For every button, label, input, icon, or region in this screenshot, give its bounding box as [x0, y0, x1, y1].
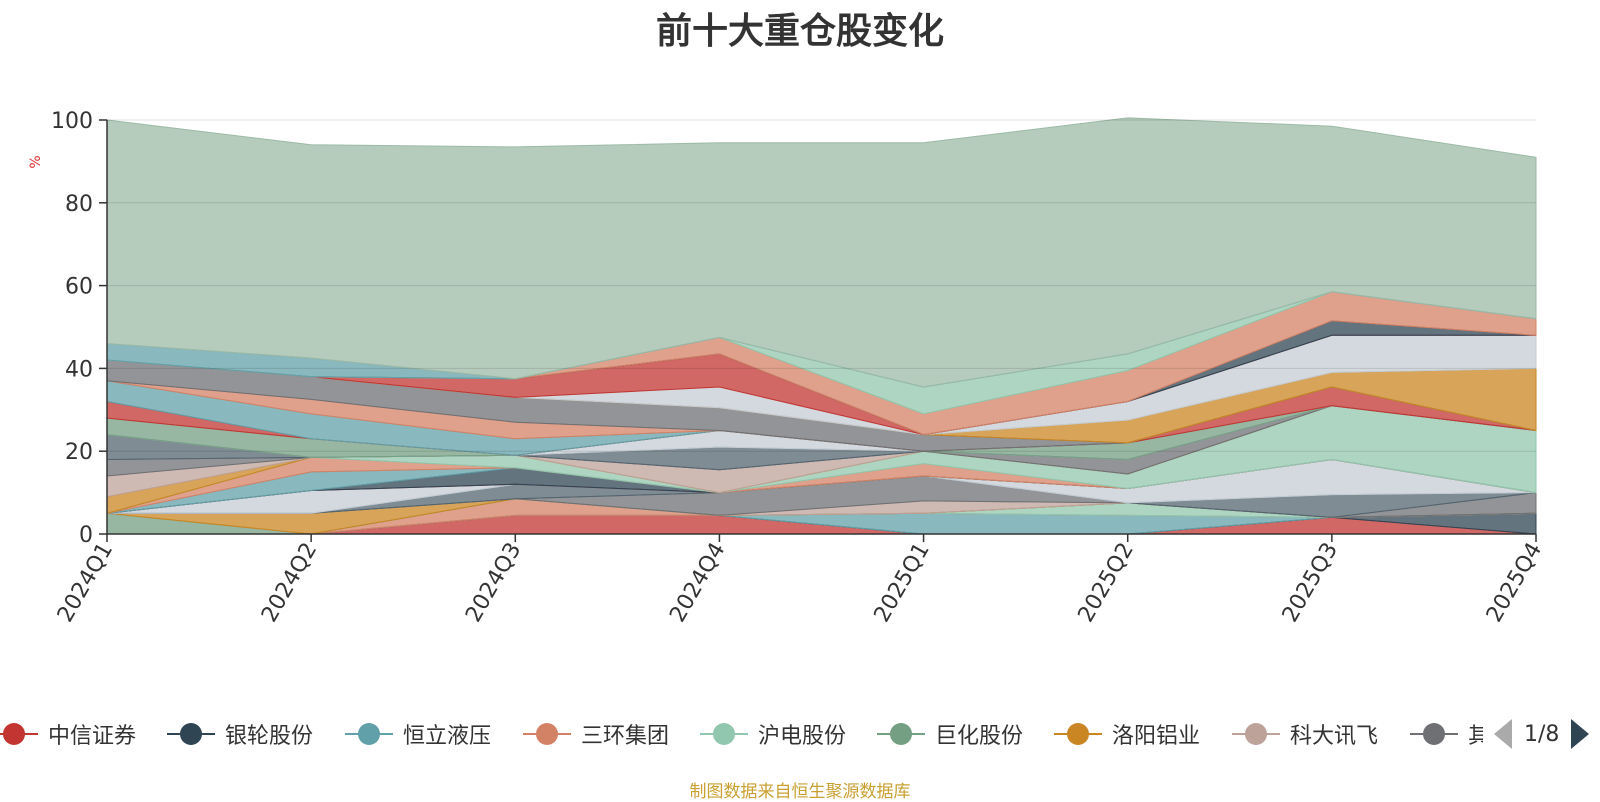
legend-item[interactable]: 巨化股份: [877, 716, 1023, 752]
legend-marker-icon: [345, 722, 393, 746]
legend-label: 三环集团: [581, 724, 670, 749]
grid-layer: [107, 119, 1536, 452]
y-tick-label: 100: [51, 109, 93, 134]
x-tick-label: 2024Q1: [53, 539, 118, 627]
x-tick-label: 2025Q1: [869, 539, 934, 627]
legend-label: 中信证券: [48, 724, 137, 749]
legend-label: 科大讯飞: [1290, 724, 1379, 749]
x-tick-label: 2025Q2: [1074, 539, 1139, 627]
legend-marker-icon: [167, 722, 215, 746]
legend-marker-icon: [700, 722, 748, 746]
legend-marker-icon: [523, 722, 571, 746]
legend: 中信证券 银轮股份 恒立液压 三环集团 沪电股份 巨化股份 洛阳铝业 科大讯飞 其他一: [0, 716, 1483, 752]
y-tick-label: 80: [65, 192, 93, 217]
legend-item[interactable]: 洛阳铝业: [1054, 716, 1200, 752]
area-series-layer: [106, 117, 1537, 535]
legend-item[interactable]: 三环集团: [523, 716, 669, 752]
legend-item[interactable]: 恒立液压: [345, 716, 491, 752]
chart-title: 前十大重仓股变化: [655, 11, 944, 52]
legend-marker-icon: [1232, 722, 1280, 746]
legend-label: 沪电股份: [758, 724, 847, 749]
legend-item[interactable]: 银轮股份: [167, 716, 313, 752]
legend-item[interactable]: 其他一: [1410, 716, 1483, 752]
x-tick-label: 2024Q3: [461, 539, 526, 627]
y-axis-unit-label: %: [28, 155, 44, 168]
x-tick-label: 2024Q4: [665, 539, 730, 627]
x-tick-label: 2025Q4: [1482, 539, 1547, 627]
legend-next-page-button[interactable]: [1571, 719, 1590, 749]
legend-label: 银轮股份: [225, 724, 314, 749]
y-tick-label: 0: [79, 523, 93, 548]
legend-marker-icon: [0, 722, 38, 746]
legend-item[interactable]: 科大讯飞: [1232, 716, 1378, 752]
legend-label: 洛阳铝业: [1112, 724, 1201, 749]
x-tick-label: 2024Q2: [257, 539, 322, 627]
y-tick-label: 60: [65, 275, 93, 300]
legend-pager: 1/8: [1494, 716, 1590, 752]
legend-item[interactable]: 沪电股份: [700, 716, 846, 752]
y-tick-label: 40: [65, 357, 93, 382]
legend-label: 巨化股份: [935, 724, 1024, 749]
legend-page-indicator: 1/8: [1524, 721, 1560, 747]
y-tick-label: 20: [65, 440, 93, 465]
data-source-note: 制图数据来自恒生聚源数据库: [689, 782, 911, 802]
legend-marker-icon: [1410, 722, 1458, 746]
legend-prev-page-button[interactable]: [1494, 719, 1512, 749]
legend-marker-icon: [1054, 722, 1102, 746]
legend-label: 恒立液压: [403, 724, 492, 749]
legend-label: 其他一: [1468, 724, 1483, 749]
x-tick-label: 2025Q3: [1278, 539, 1343, 627]
legend-marker-icon: [877, 722, 925, 746]
legend-item[interactable]: 中信证券: [0, 716, 136, 752]
area-series-34: [106, 117, 1537, 388]
